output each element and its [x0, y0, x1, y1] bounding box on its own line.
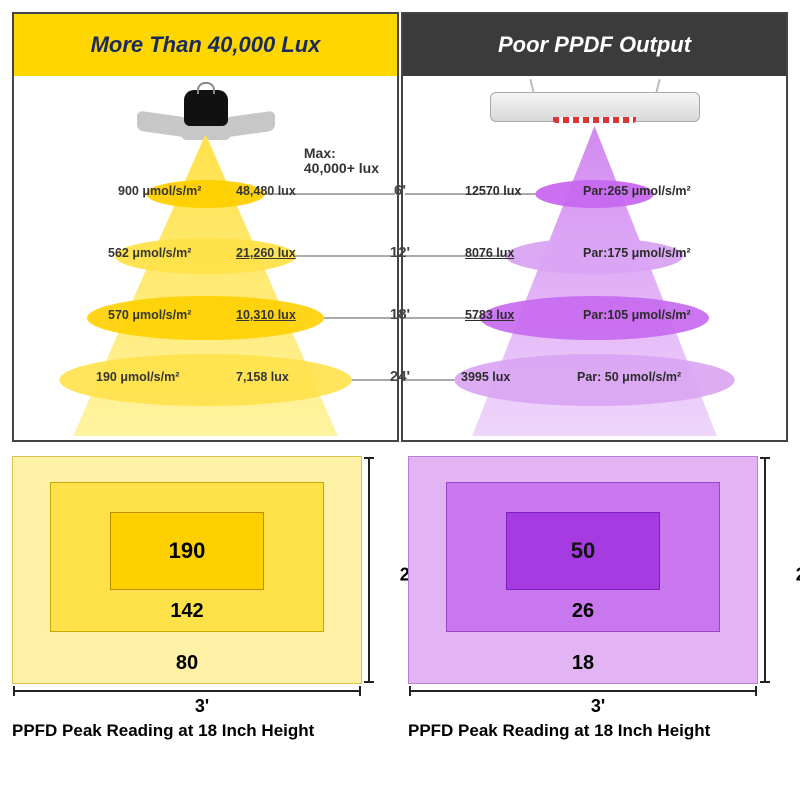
cov-l-val-mid: 142 — [170, 600, 203, 623]
left-row-2-umol: 570 μmol/s/m² — [108, 308, 191, 322]
left-header: More Than 40,000 Lux — [14, 14, 397, 76]
left-panel: More Than 40,000 Lux Max: 40,000+ lux — [12, 12, 399, 442]
left-row-0-lux: 48,480 lux — [236, 184, 296, 198]
left-cone-area: Max: 40,000+ lux — [14, 76, 397, 442]
left-row-0-umol: 900 μmol/s/m² — [118, 184, 201, 198]
cov-r-height-bracket — [760, 456, 770, 684]
cov-l-inner: 190 — [110, 512, 264, 590]
left-row-2-lux: 10,310 lux — [236, 308, 296, 322]
right-cone-area: 12570 lux Par:265 μmol/s/m² 8076 lux Par… — [403, 76, 786, 442]
right-row-3-lux: 3995 lux — [461, 370, 510, 384]
cov-l-height-bracket — [364, 456, 374, 684]
cov-r-caption: PPFD Peak Reading at 18 Inch Height — [408, 721, 788, 741]
comparison-infographic: More Than 40,000 Lux Max: 40,000+ lux — [0, 0, 800, 753]
coverage-right: 18 26 50 2' 3' PPFD Peak Reading at 18 I… — [408, 456, 788, 741]
right-cone-svg — [403, 126, 786, 442]
right-header: Poor PPDF Output — [403, 14, 786, 76]
cov-l-width-bracket — [12, 686, 362, 696]
cov-l-val-inner: 190 — [169, 538, 206, 564]
cov-r-val-outer: 18 — [572, 652, 594, 675]
right-row-2-par: Par:105 μmol/s/m² — [583, 308, 691, 322]
cov-r-w: 3' — [408, 696, 788, 717]
right-row-3-par: Par: 50 μmol/s/m² — [577, 370, 681, 384]
right-panel: Poor PPDF Output — [401, 12, 788, 442]
fixture-right-icon — [490, 92, 700, 122]
cov-l-caption: PPFD Peak Reading at 18 Inch Height — [12, 721, 392, 741]
left-row-3-umol: 190 μmol/s/m² — [96, 370, 179, 384]
right-row-0-lux: 12570 lux — [465, 184, 521, 198]
top-comparison-row: More Than 40,000 Lux Max: 40,000+ lux — [12, 12, 788, 442]
left-row-1-umol: 562 μmol/s/m² — [108, 246, 191, 260]
coverage-row: 80 142 190 2' 3' PPFD Peak Reading at 18… — [12, 456, 788, 741]
cov-r-width-bracket — [408, 686, 758, 696]
left-cone-svg — [14, 126, 397, 442]
left-row-3-lux: 7,158 lux — [236, 370, 289, 384]
coverage-left: 80 142 190 2' 3' PPFD Peak Reading at 18… — [12, 456, 392, 741]
right-row-2-lux: 5783 lux — [465, 308, 514, 322]
cov-r-inner: 50 — [506, 512, 660, 590]
cov-r-val-inner: 50 — [571, 538, 595, 564]
cov-l-val-outer: 80 — [176, 652, 198, 675]
right-row-0-par: Par:265 μmol/s/m² — [583, 184, 691, 198]
cov-l-w: 3' — [12, 696, 392, 717]
cov-r-val-mid: 26 — [572, 600, 594, 623]
cov-r-h: 2' — [796, 565, 800, 586]
right-row-1-par: Par:175 μmol/s/m² — [583, 246, 691, 260]
left-row-1-lux: 21,260 lux — [236, 246, 296, 260]
right-row-1-lux: 8076 lux — [465, 246, 514, 260]
